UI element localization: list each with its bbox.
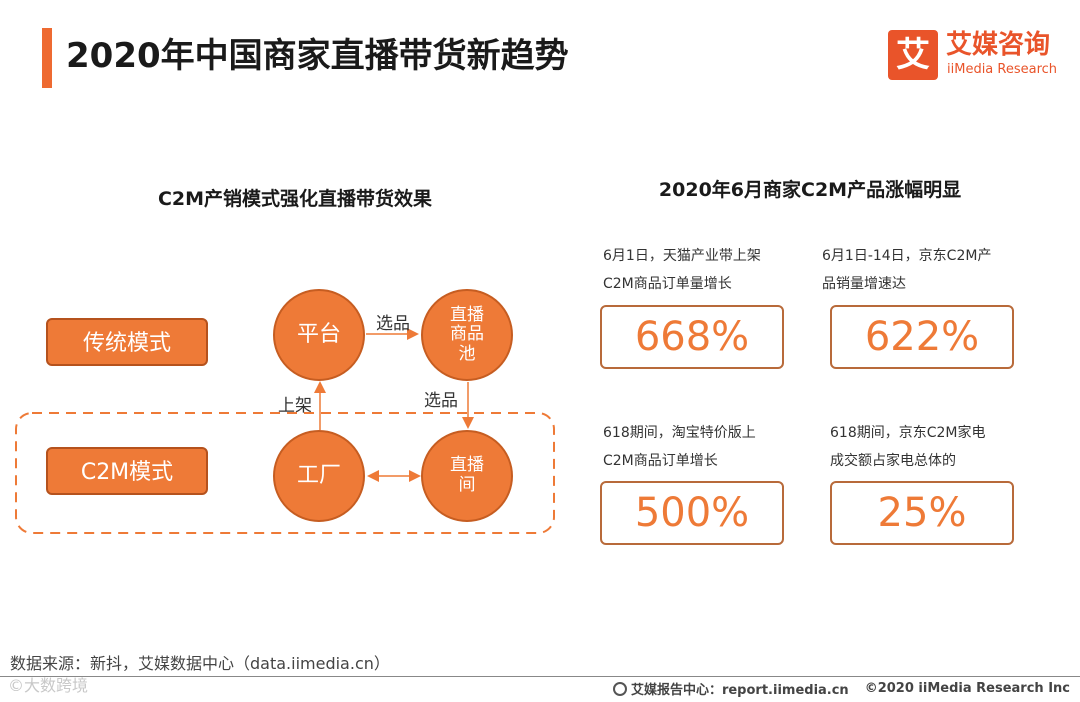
stat-value-1: 668% (600, 305, 784, 369)
stat-value-3: 500% (600, 481, 784, 545)
logo-mark: 艾 (888, 30, 938, 80)
edge-label-select-right: 选品 (424, 391, 458, 411)
stat-caption-3: 618期间，淘宝特价版上 C2M商品订单增长 (603, 419, 803, 475)
stat-caption-2: 6月1日-14日，京东C2M产 品销量增速达 (822, 242, 1022, 298)
pool-label-line-3: 池 (458, 343, 476, 364)
edge-label-shelve: 上架 (278, 396, 312, 416)
liveroom-label-line-2: 间 (458, 475, 476, 495)
page-title: 2020年中国商家直播带货新趋势 (66, 36, 569, 76)
edge-label-select-top: 选品 (376, 314, 410, 334)
title-accent-bar (42, 28, 52, 88)
stat-caption-4-line-2: 成交额占家电总体的 (830, 453, 956, 469)
data-source-note: 数据来源：新抖，艾媒数据中心（data.iimedia.cn） (10, 654, 390, 673)
stat-caption-4-line-1: 618期间，京东C2M家电 (830, 425, 986, 441)
watermark: ©大数跨境 (8, 676, 89, 695)
live-room-node: 直播 间 (421, 430, 513, 522)
stat-caption-2-line-2: 品销量增速达 (822, 276, 906, 292)
factory-node-label: 工厂 (296, 463, 341, 489)
stat-caption-4: 618期间，京东C2M家电 成交额占家电总体的 (830, 419, 1030, 475)
stat-caption-1-line-2: C2M商品订单量增长 (603, 276, 732, 292)
stat-caption-2-line-1: 6月1日-14日，京东C2M产 (822, 248, 992, 264)
copyright-text: ©2020 iiMedia Research Inc (864, 681, 1070, 696)
report-center-link[interactable]: 艾媒报告中心：report.iimedia.cn (630, 683, 849, 698)
live-product-pool-node: 直播 商品 池 (421, 289, 513, 381)
stat-caption-3-line-1: 618期间，淘宝特价版上 (603, 425, 756, 441)
factory-node: 工厂 (273, 430, 365, 522)
stat-caption-1-line-1: 6月1日，天猫产业带上架 (603, 248, 761, 264)
pool-label-line-1: 直播 (450, 304, 484, 325)
liveroom-label-line-1: 直播 (450, 455, 484, 476)
logo-english-name: iiMedia Research (947, 62, 1058, 77)
platform-node: 平台 (273, 289, 365, 381)
pool-label-line-2: 商品 (450, 324, 484, 345)
traditional-model-box: 传统模式 (46, 318, 208, 366)
c2m-diagram-title: C2M产销模式强化直播带货效果 (157, 188, 433, 210)
stat-value-2: 622% (830, 305, 1014, 369)
logo-chinese-name: 艾媒咨询 (946, 30, 1051, 60)
c2m-model-box: C2M模式 (46, 447, 208, 495)
stats-title: 2020年6月商家C2M产品涨幅明显 (658, 179, 962, 201)
platform-node-label: 平台 (296, 322, 341, 348)
stat-caption-1: 6月1日，天猫产业带上架 C2M商品订单量增长 (603, 242, 803, 298)
footer-credits: 艾媒报告中心：report.iimedia.cn ©2020 iiMedia R… (612, 679, 1070, 698)
globe-icon (612, 681, 627, 696)
stat-value-4: 25% (830, 481, 1014, 545)
footer-divider (0, 676, 1080, 677)
iimedia-logo: 艾 艾媒咨询 iiMedia Research (888, 28, 1068, 84)
stat-caption-3-line-2: C2M商品订单增长 (603, 453, 718, 469)
